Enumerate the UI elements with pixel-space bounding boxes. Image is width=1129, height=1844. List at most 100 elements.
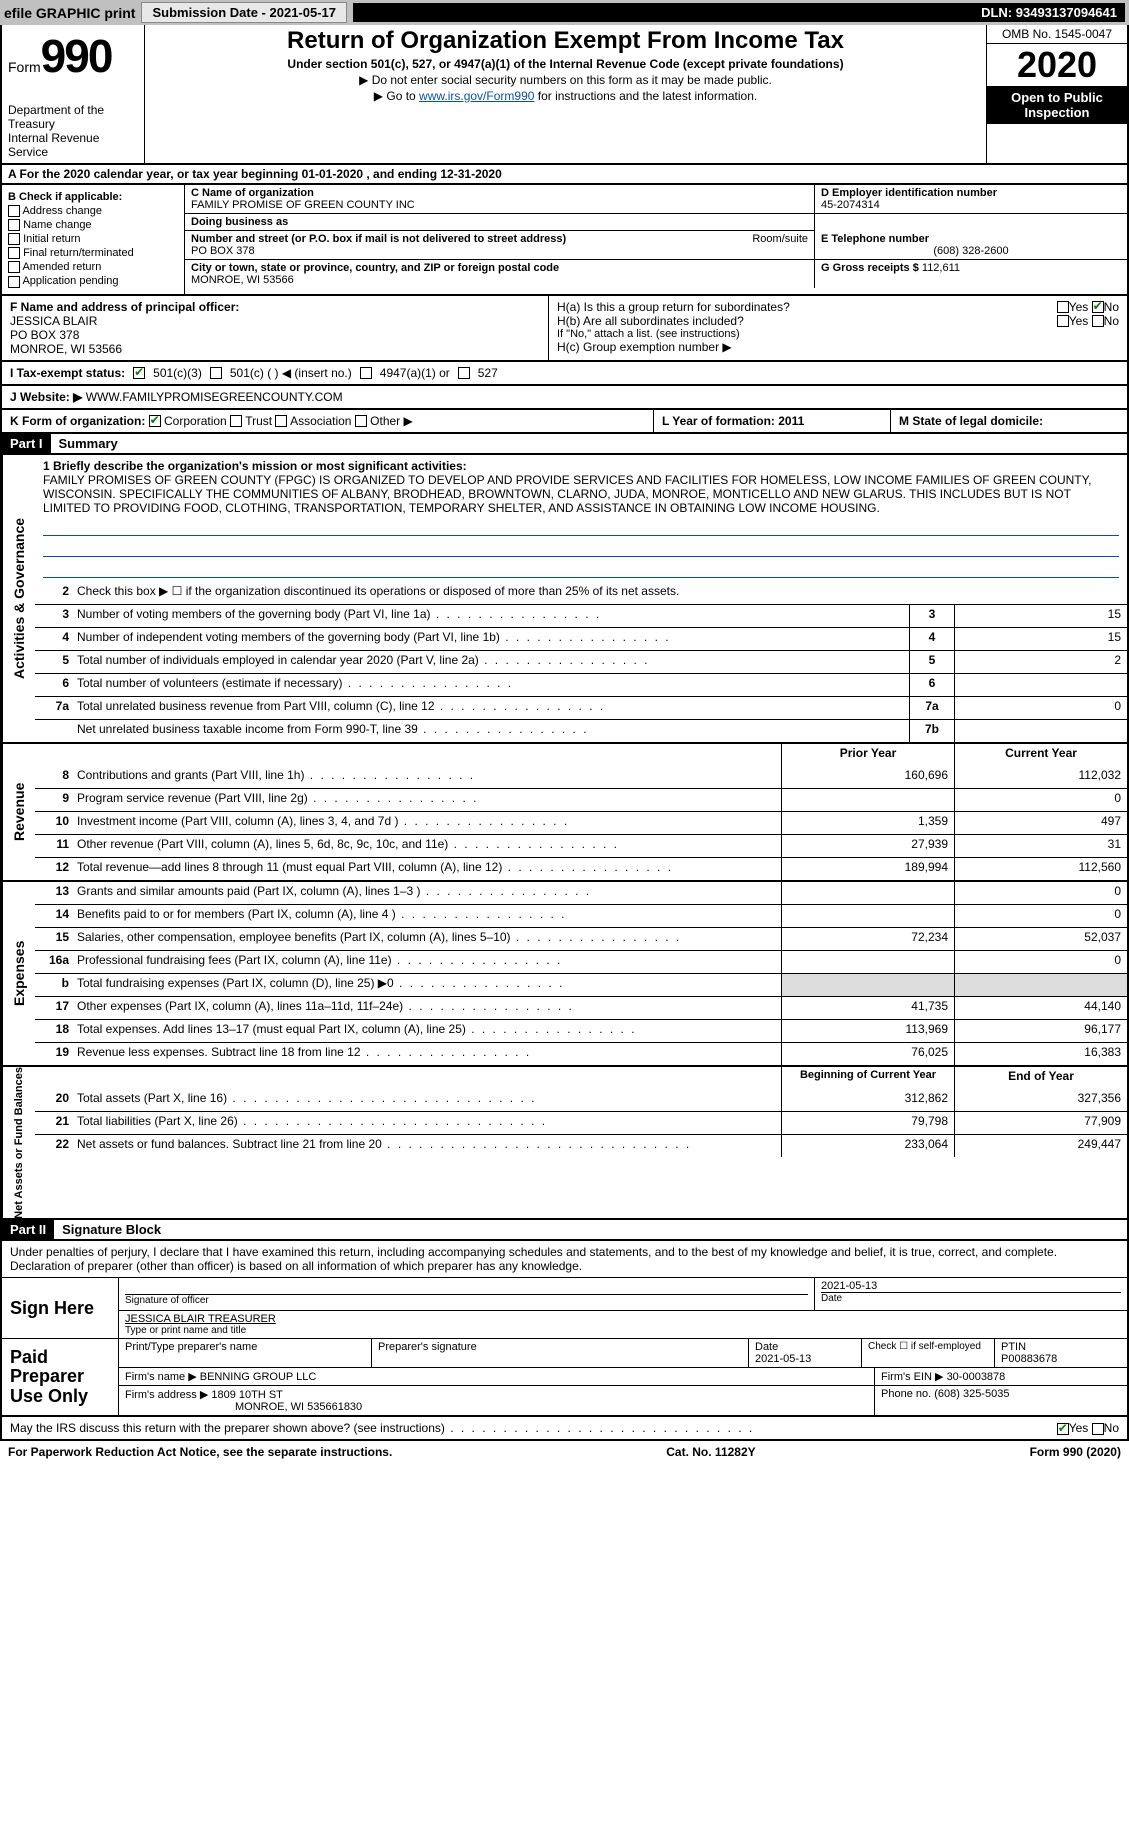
checkbox-application-pending[interactable]	[8, 276, 20, 288]
net-assets-block: Net Assets or Fund Balances Beginning of…	[0, 1067, 1129, 1221]
dept-irs: Internal Revenue Service	[8, 131, 138, 159]
table-row: 9Program service revenue (Part VIII, lin…	[35, 788, 1127, 811]
firm-city: MONROE, WI 535661830	[235, 1401, 362, 1413]
mission-block: 1 Briefly describe the organization's mi…	[35, 455, 1127, 582]
checkbox-501c3[interactable]	[133, 367, 145, 379]
tax-exempt-status: I Tax-exempt status: 501(c)(3) 501(c) ( …	[0, 362, 1129, 386]
part-2-header: Part II Signature Block	[0, 1220, 1129, 1241]
checkbox-trust[interactable]	[230, 415, 242, 427]
table-row: 7aTotal unrelated business revenue from …	[35, 696, 1127, 719]
checkbox-hb-yes[interactable]	[1057, 315, 1069, 327]
checkbox-corp[interactable]	[149, 415, 161, 427]
checkbox-assoc[interactable]	[275, 415, 287, 427]
checkbox-ha-no[interactable]	[1092, 301, 1104, 313]
checkbox-name-change[interactable]	[8, 219, 20, 231]
table-row: bTotal fundraising expenses (Part IX, co…	[35, 973, 1127, 996]
checkbox-other[interactable]	[355, 415, 367, 427]
subtitle-3: ▶ Go to www.irs.gov/Form990 for instruct…	[151, 89, 980, 103]
page-footer: For Paperwork Reduction Act Notice, see …	[0, 1441, 1129, 1463]
officer-name: JESSICA BLAIR	[10, 314, 540, 328]
expenses-block: Expenses 13Grants and similar amounts pa…	[0, 882, 1129, 1067]
firm-address: 1809 10TH ST	[211, 1389, 283, 1401]
org-name: FAMILY PROMISE OF GREEN COUNTY INC	[191, 199, 808, 211]
discuss-row: May the IRS discuss this return with the…	[0, 1417, 1129, 1441]
signature-block: Under penalties of perjury, I declare th…	[0, 1241, 1129, 1417]
table-row: 20Total assets (Part X, line 16)312,8623…	[35, 1089, 1127, 1111]
checkbox-discuss-no[interactable]	[1092, 1423, 1104, 1435]
table-row: 12Total revenue—add lines 8 through 11 (…	[35, 857, 1127, 880]
table-row: 8Contributions and grants (Part VIII, li…	[35, 766, 1127, 788]
table-row: 3Number of voting members of the governi…	[35, 604, 1127, 627]
officer-group-block: F Name and address of principal officer:…	[0, 296, 1129, 362]
firm-name: BENNING GROUP LLC	[200, 1371, 317, 1383]
table-row: 10Investment income (Part VIII, column (…	[35, 811, 1127, 834]
firm-phone: (608) 325-5035	[934, 1388, 1009, 1400]
officer-city: MONROE, WI 53566	[10, 342, 540, 356]
checkbox-527[interactable]	[458, 367, 470, 379]
table-row: 15Salaries, other compensation, employee…	[35, 927, 1127, 950]
subtitle-1: Under section 501(c), 527, or 4947(a)(1)…	[151, 57, 980, 71]
sign-here-label: Sign Here	[2, 1278, 118, 1338]
table-row: 22Net assets or fund balances. Subtract …	[35, 1134, 1127, 1157]
form-title: Return of Organization Exempt From Incom…	[151, 27, 980, 55]
checkbox-501c[interactable]	[210, 367, 222, 379]
table-row: 2Check this box ▶ ☐ if the organization …	[35, 582, 1127, 604]
signature-date: 2021-05-13	[821, 1280, 1121, 1292]
table-row: 21Total liabilities (Part X, line 26)79,…	[35, 1111, 1127, 1134]
checkbox-hb-no[interactable]	[1092, 315, 1104, 327]
perjury-statement: Under penalties of perjury, I declare th…	[2, 1241, 1127, 1277]
gross-receipts: 112,611	[922, 262, 960, 274]
form-number: 990	[41, 30, 112, 82]
identity-block: B Check if applicable: Address change Na…	[0, 185, 1129, 296]
checkbox-address-change[interactable]	[8, 205, 20, 217]
activities-governance-block: Activities & Governance 1 Briefly descri…	[0, 455, 1129, 744]
table-row: 11Other revenue (Part VIII, column (A), …	[35, 834, 1127, 857]
subtitle-2: ▶ Do not enter social security numbers o…	[151, 73, 980, 87]
checkbox-amended[interactable]	[8, 261, 20, 273]
top-bar: efile GRAPHIC print Submission Date - 20…	[0, 0, 1129, 25]
form-word: Form	[8, 59, 41, 75]
table-row: 19Revenue less expenses. Subtract line 1…	[35, 1042, 1127, 1065]
tax-year: 2020	[987, 44, 1127, 86]
website-value: WWW.FAMILYPROMISEGREENCOUNTY.COM	[86, 390, 343, 404]
form-org-row: K Form of organization: Corporation Trus…	[0, 410, 1129, 434]
part-1-header: Part I Summary	[0, 434, 1129, 455]
dept-treasury: Department of the Treasury	[8, 103, 138, 131]
ptin-value: P00883678	[1001, 1353, 1057, 1365]
street-value: PO BOX 378	[191, 245, 808, 257]
side-revenue: Revenue	[2, 744, 35, 880]
instructions-link[interactable]: www.irs.gov/Form990	[419, 89, 534, 103]
table-row: 5Total number of individuals employed in…	[35, 650, 1127, 673]
phone-value: (608) 328-2600	[821, 245, 1121, 257]
table-row: 18Total expenses. Add lines 13–17 (must …	[35, 1019, 1127, 1042]
efile-label[interactable]: efile GRAPHIC print	[4, 5, 135, 21]
table-row: 17Other expenses (Part IX, column (A), l…	[35, 996, 1127, 1019]
mission-text: FAMILY PROMISES OF GREEN COUNTY (FPGC) I…	[43, 473, 1119, 515]
year-formation: 2011	[778, 414, 804, 428]
open-to-public: Open to Public Inspection	[987, 86, 1127, 124]
table-row: 13Grants and similar amounts paid (Part …	[35, 882, 1127, 904]
table-row: 6Total number of volunteers (estimate if…	[35, 673, 1127, 696]
checkbox-discuss-yes[interactable]	[1057, 1423, 1069, 1435]
website-row: J Website: ▶ WWW.FAMILYPROMISEGREENCOUNT…	[0, 386, 1129, 410]
checkbox-initial-return[interactable]	[8, 233, 20, 245]
checkbox-ha-yes[interactable]	[1057, 301, 1069, 313]
submission-date-button[interactable]: Submission Date - 2021-05-17	[141, 2, 347, 23]
table-row: Net unrelated business taxable income fr…	[35, 719, 1127, 742]
city-value: MONROE, WI 53566	[191, 274, 808, 286]
section-a-tax-year: A For the 2020 calendar year, or tax yea…	[0, 165, 1129, 185]
officer-name-title: JESSICA BLAIR TREASURER	[125, 1313, 1121, 1325]
revenue-block: Revenue Prior Year Current Year 8Contrib…	[0, 744, 1129, 882]
dln-bar: DLN: 93493137094641	[353, 3, 1125, 22]
table-row: 4Number of independent voting members of…	[35, 627, 1127, 650]
box-b: B Check if applicable: Address change Na…	[2, 185, 185, 294]
table-row: 16aProfessional fundraising fees (Part I…	[35, 950, 1127, 973]
checkbox-4947[interactable]	[360, 367, 372, 379]
checkbox-final-return[interactable]	[8, 247, 20, 259]
form-header: Form990 Department of the Treasury Inter…	[0, 25, 1129, 165]
ein-value: 45-2074314	[821, 199, 1121, 211]
omb-number: OMB No. 1545-0047	[987, 25, 1127, 44]
officer-street: PO BOX 378	[10, 328, 540, 342]
side-activities: Activities & Governance	[2, 455, 35, 742]
side-net-assets: Net Assets or Fund Balances	[2, 1067, 35, 1219]
